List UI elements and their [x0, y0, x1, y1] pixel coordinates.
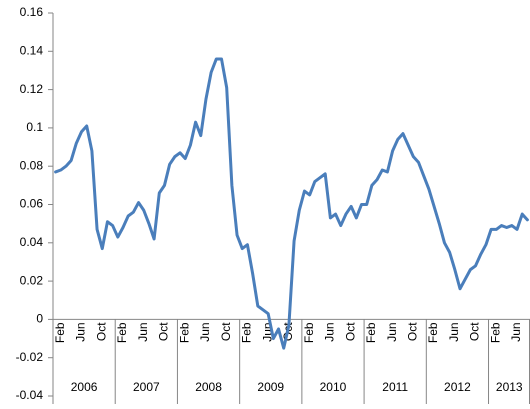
x-tick-label: Oct: [343, 322, 357, 341]
x-tick-label: Feb: [364, 322, 378, 343]
x-tick-label: Oct: [219, 322, 233, 341]
x-tick-label: Jun: [136, 322, 150, 341]
year-label: 2009: [257, 380, 284, 394]
x-tick-label: Oct: [468, 322, 482, 341]
x-tick-label: Jun: [323, 322, 337, 341]
year-label: 2006: [71, 380, 98, 394]
year-label: 2013: [496, 380, 523, 394]
x-tick-label: Jun: [74, 322, 88, 341]
x-tick-label: Oct: [406, 322, 420, 341]
year-label: 2011: [382, 380, 408, 394]
x-tick-label: Feb: [53, 322, 67, 343]
y-tick-label: 0.16: [20, 5, 44, 19]
x-tick-label: Feb: [177, 322, 191, 343]
year-label: 2007: [133, 380, 160, 394]
x-tick-label: Feb: [115, 322, 129, 343]
x-tick-label: Jun: [198, 322, 212, 341]
x-tick-label: Feb: [426, 322, 440, 343]
year-label: 2010: [320, 380, 347, 394]
y-tick-label: 0.1: [26, 120, 43, 134]
y-tick-label: -0.04: [16, 388, 44, 402]
x-tick-label: Feb: [240, 322, 254, 343]
y-tick-label: 0.08: [20, 158, 44, 172]
year-label: 2012: [444, 380, 471, 394]
x-tick-label: Jun: [509, 322, 523, 341]
x-tick-label: Oct: [94, 322, 108, 341]
y-tick-label: 0: [36, 312, 43, 326]
y-tick-label: 0.02: [20, 273, 44, 287]
y-tick-label: 0.04: [20, 235, 44, 249]
x-tick-label: Oct: [157, 322, 171, 341]
y-tick-label: 0.06: [20, 197, 44, 211]
x-tick-label: Jun: [385, 322, 399, 341]
x-tick-label: Feb: [302, 322, 316, 343]
data-line: [54, 57, 529, 350]
x-tick-label: Feb: [488, 322, 502, 343]
y-tick-label: -0.02: [16, 350, 44, 364]
y-tick-label: 0.12: [20, 82, 44, 96]
year-label: 2008: [195, 380, 222, 394]
x-tick-label: Jun: [447, 322, 461, 341]
y-tick-label: 0.14: [20, 43, 44, 57]
